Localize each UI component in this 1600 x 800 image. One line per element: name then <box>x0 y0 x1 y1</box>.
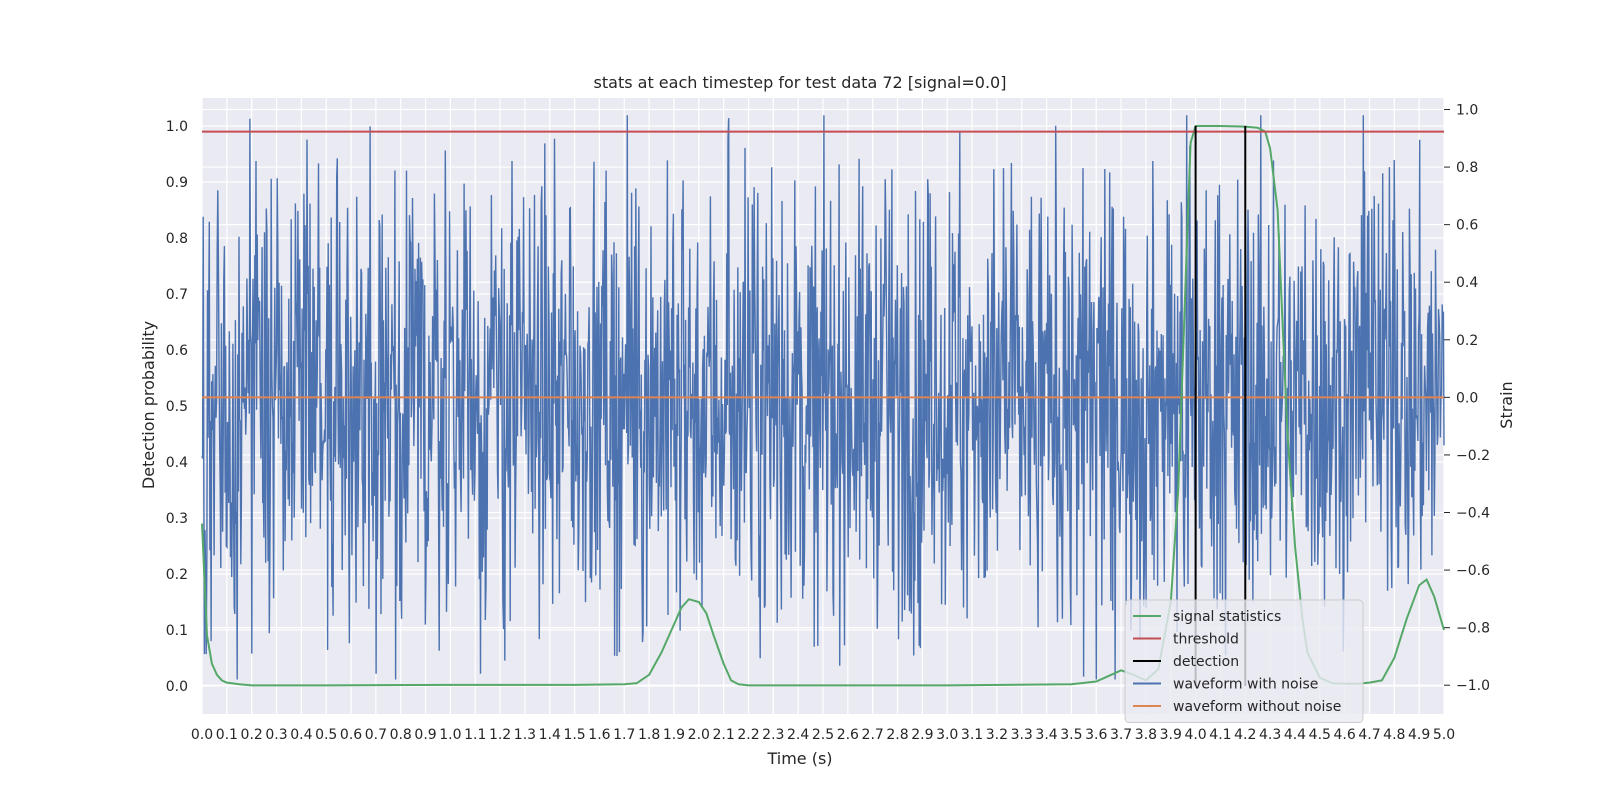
x-tick-label: 1.5 <box>563 727 585 743</box>
x-tick-label: 4.2 <box>1234 727 1256 743</box>
x-tick-label: 2.0 <box>688 727 710 743</box>
y-tick-label: 0.4 <box>166 455 188 471</box>
x-tick-label: 3.5 <box>1060 727 1082 743</box>
x-tick-label: 3.2 <box>986 727 1008 743</box>
y-tick-label: 0.1 <box>166 623 188 639</box>
y2-tick-label: 1.0 <box>1456 103 1478 119</box>
x-tick-label: 1.0 <box>439 727 461 743</box>
legend-box <box>1124 599 1364 723</box>
y2-tick-label: −0.8 <box>1456 621 1490 637</box>
y2-tick-label: 0.4 <box>1456 275 1478 291</box>
x-tick-label: 0.7 <box>365 727 387 743</box>
legend-label: detection <box>1173 654 1239 670</box>
waveform-with-noise-line <box>201 115 1445 680</box>
x-tick-label: 3.4 <box>1035 727 1057 743</box>
x-tick-label: 3.7 <box>1110 727 1132 743</box>
y2-tick-label: 0.0 <box>1456 390 1478 406</box>
x-tick-label: 1.2 <box>489 727 511 743</box>
x-tick-label: 1.4 <box>539 727 561 743</box>
x-tick-label: 0.8 <box>390 727 412 743</box>
x-tick-label: 4.7 <box>1358 727 1380 743</box>
x-tick-label: 3.3 <box>1011 727 1033 743</box>
x-tick-label: 2.8 <box>886 727 908 743</box>
y-tick-label: 0.5 <box>166 399 188 415</box>
y-tick-label: 0.0 <box>166 679 188 695</box>
y2-tick-label: −0.2 <box>1456 448 1490 464</box>
x-tick-label: 3.6 <box>1085 727 1107 743</box>
x-tick-label: 4.1 <box>1209 727 1231 743</box>
x-tick-label: 0.6 <box>340 727 362 743</box>
x-tick-label: 3.9 <box>1160 727 1182 743</box>
y-tick-label: 0.9 <box>166 175 188 191</box>
y-tick-label: 1.0 <box>166 119 188 135</box>
x-tick-label: 1.6 <box>588 727 610 743</box>
x-tick-label: 2.3 <box>762 727 784 743</box>
x-tick-label: 4.0 <box>1184 727 1206 743</box>
y2-tick-label: 0.6 <box>1456 218 1478 234</box>
y2-tick-label: 0.2 <box>1456 333 1478 349</box>
x-tick-label: 3.1 <box>961 727 983 743</box>
x-tick-label: 2.9 <box>911 727 933 743</box>
legend-label: threshold <box>1173 632 1239 648</box>
x-tick-label: 1.3 <box>514 727 536 743</box>
x-tick-label: 1.1 <box>464 727 486 743</box>
legend-label: signal statistics <box>1173 609 1281 625</box>
x-axis-title: Time (s) <box>766 749 832 768</box>
y-tick-label: 0.6 <box>166 343 188 359</box>
x-tick-label: 0.3 <box>265 727 287 743</box>
y-axis-title: Detection probability <box>139 321 158 489</box>
y-tick-label: 0.7 <box>166 287 188 303</box>
x-tick-label: 2.6 <box>837 727 859 743</box>
x-tick-label: 4.4 <box>1284 727 1306 743</box>
x-tick-label: 1.7 <box>613 727 635 743</box>
x-tick-label: 3.8 <box>1135 727 1157 743</box>
x-tick-label: 1.8 <box>638 727 660 743</box>
y2-tick-label: 0.8 <box>1456 160 1478 176</box>
y-tick-label: 0.8 <box>166 231 188 247</box>
y-tick-label: 0.3 <box>166 511 188 527</box>
x-tick-label: 0.9 <box>414 727 436 743</box>
x-tick-label: 2.2 <box>737 727 759 743</box>
x-tick-label: 2.1 <box>713 727 735 743</box>
y2-axis-title: Strain <box>1497 381 1516 428</box>
chart-title: stats at each timestep for test data 72 … <box>594 73 1007 92</box>
x-tick-label: 0.1 <box>216 727 238 743</box>
x-tick-label: 1.9 <box>663 727 685 743</box>
x-tick-label: 2.5 <box>812 727 834 743</box>
x-tick-label: 0.0 <box>191 727 213 743</box>
y2-tick-label: −1.0 <box>1456 678 1490 694</box>
x-tick-label: 0.2 <box>241 727 263 743</box>
legend: signal statistics threshold detection wavef… <box>1124 599 1364 723</box>
x-tick-label: 0.5 <box>315 727 337 743</box>
y-tick-label: 0.2 <box>166 567 188 583</box>
axes: 0.0 0.1 0.2 0.3 0.4 0.5 0.6 0.7 0.8 0.9 1.0 1.1 1.2 1… <box>166 103 1490 743</box>
x-tick-label: 5.0 <box>1433 727 1455 743</box>
y2-tick-label: −0.4 <box>1456 506 1490 522</box>
y2-tick-label: −0.6 <box>1456 563 1490 579</box>
legend-label: waveform without noise <box>1173 699 1341 715</box>
x-tick-label: 4.8 <box>1383 727 1405 743</box>
x-tick-label: 0.4 <box>290 727 312 743</box>
x-tick-label: 3.0 <box>936 727 958 743</box>
x-tick-label: 4.9 <box>1408 727 1430 743</box>
x-tick-label: 4.6 <box>1334 727 1356 743</box>
legend-label: waveform with noise <box>1173 677 1318 693</box>
x-tick-label: 2.7 <box>862 727 884 743</box>
x-tick-label: 4.5 <box>1309 727 1331 743</box>
x-tick-label: 4.3 <box>1259 727 1281 743</box>
x-tick-label: 2.4 <box>787 727 809 743</box>
